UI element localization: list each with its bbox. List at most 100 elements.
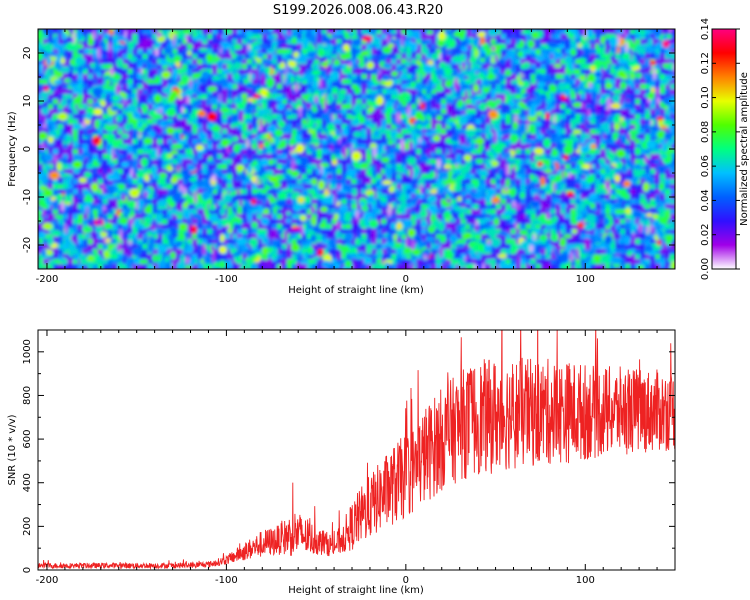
heatmap-cell (595, 214, 601, 220)
heatmap-cell (306, 89, 313, 95)
heatmap-cell (575, 114, 582, 120)
heatmap-cell (67, 99, 74, 105)
heatmap-cell (436, 54, 442, 60)
heatmap-cell (495, 189, 502, 195)
heatmap-cell (366, 209, 373, 215)
heatmap-cell (465, 119, 472, 125)
heatmap-cell (550, 64, 557, 70)
heatmap-cell (470, 214, 477, 220)
heatmap-cell (331, 64, 338, 70)
heatmap-cell (391, 184, 397, 190)
heatmap-cell (465, 179, 472, 185)
heatmap-cell (406, 124, 412, 130)
heatmap-cell (560, 64, 567, 70)
heatmap-cell (47, 39, 54, 45)
heatmap-cell (441, 124, 447, 130)
heatmap-cell (137, 99, 144, 105)
heatmap-cell (580, 94, 587, 100)
heatmap-cell (565, 89, 572, 95)
heatmap-cell (580, 54, 587, 60)
heatmap-cell (670, 59, 675, 65)
heatmap-cell (242, 139, 248, 145)
heatmap-cell (565, 104, 572, 110)
heatmap-cell (256, 184, 263, 190)
heatmap-cell (575, 184, 582, 190)
heatmap-cell (132, 34, 139, 40)
heatmap-cell (356, 159, 363, 165)
heatmap-cell (610, 194, 616, 200)
heatmap-cell (585, 129, 591, 135)
heatmap-cell (665, 194, 671, 200)
heatmap-cell (286, 124, 293, 130)
heatmap-cell (396, 59, 402, 65)
heatmap-cell (465, 194, 472, 200)
heatmap-cell (630, 219, 636, 225)
heatmap-cell (520, 89, 527, 95)
heatmap-cell (227, 114, 233, 120)
heatmap-cell (446, 59, 452, 65)
heatmap-cell (480, 149, 487, 155)
heatmap-cell (117, 54, 124, 60)
heatmap-cell (371, 159, 378, 165)
heatmap-cell (615, 214, 621, 220)
heatmap-cell (251, 139, 258, 145)
heatmap-cell (172, 189, 178, 195)
heatmap-cell (635, 119, 641, 125)
heatmap-cell (530, 144, 537, 150)
heatmap-cell (237, 219, 243, 225)
heatmap-cell (351, 94, 358, 100)
heatmap-cell (251, 64, 258, 70)
heatmap-cell (371, 179, 378, 185)
heatmap-cell (635, 159, 641, 165)
heatmap-cell (172, 69, 178, 75)
heatmap-cell (495, 34, 502, 40)
heatmap-cell (82, 54, 89, 60)
heatmap-cell (555, 74, 562, 80)
heatmap-cell (535, 184, 542, 190)
heatmap-cell (147, 114, 154, 120)
heatmap-cell (565, 114, 572, 120)
heatmap-cell (207, 94, 213, 100)
heatmap-cell (97, 214, 104, 220)
heatmap-cell (416, 189, 422, 195)
heatmap-cell (630, 104, 636, 110)
heatmap-cell (72, 79, 79, 85)
heatmap-cell (127, 194, 134, 200)
heatmap-cell (406, 184, 412, 190)
heatmap-cell (276, 69, 283, 75)
heatmap-cell (371, 69, 378, 75)
heatmap-cell (122, 109, 129, 115)
heatmap-cell (446, 124, 452, 130)
heatmap-cell (182, 44, 188, 50)
heatmap-cell (222, 204, 228, 210)
heatmap-cell (465, 49, 472, 55)
heatmap-cell (431, 114, 437, 120)
heatmap-cell (441, 109, 447, 115)
heatmap-cell (107, 179, 114, 185)
heatmap-cell (406, 189, 412, 195)
heatmap-cell (82, 84, 89, 90)
heatmap-cell (580, 64, 587, 70)
heatmap-cell (316, 134, 323, 140)
heatmap-cell (82, 104, 89, 110)
heatmap-cell (640, 129, 646, 135)
heatmap-cell (600, 214, 606, 220)
heatmap-cell (416, 209, 422, 215)
heatmap-cell (406, 79, 412, 85)
heatmap-cell (77, 119, 84, 125)
heatmap-cell (406, 154, 412, 160)
heatmap-cell (187, 39, 193, 45)
heatmap-cell (620, 214, 626, 220)
heatmap-cell (117, 159, 124, 165)
heatmap-cell (266, 214, 273, 220)
heatmap-cell (92, 129, 99, 135)
heatmap-cell (271, 114, 278, 120)
heatmap-cell (67, 184, 74, 190)
heatmap-cell (157, 184, 164, 190)
heatmap-cell (530, 169, 537, 175)
heatmap-cell (182, 29, 188, 35)
heatmap-cell (376, 44, 382, 50)
heatmap-cell (112, 39, 119, 45)
heatmap-cell (396, 139, 402, 145)
heatmap-cell (336, 179, 343, 185)
